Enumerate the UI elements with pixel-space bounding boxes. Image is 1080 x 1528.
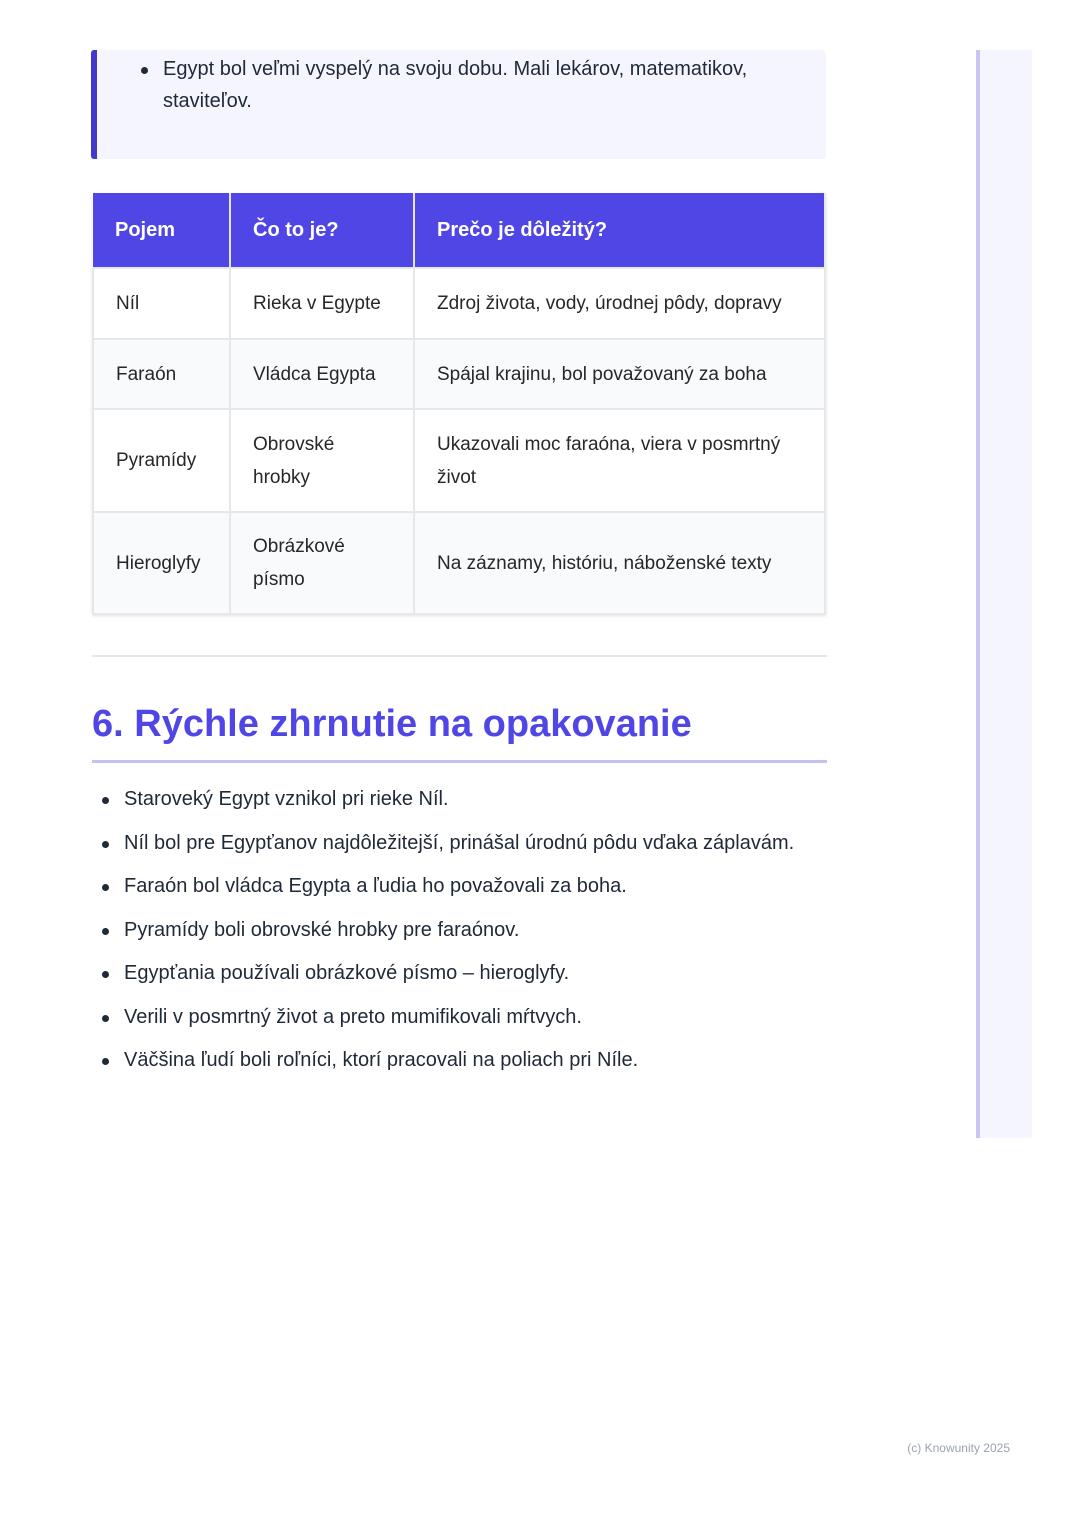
side-panel (976, 50, 1032, 1138)
divider (92, 655, 827, 657)
terms-table: Pojem Čo to je? Prečo je dôležitý? Níl Ri… (92, 193, 826, 615)
header-cell: Čo to je? (230, 193, 415, 268)
table-cell: Na záznamy, históriu, náboženské texty (413, 511, 826, 615)
info-callout: Egypt bol veľmi vyspelý na svoju dobu. M… (91, 50, 826, 159)
list-item: Níl bol pre Egypťanov najdôležitejší, pr… (101, 827, 794, 859)
summary-list: Staroveký Egypt vznikol pri rieke Níl. N… (101, 783, 794, 1088)
table-cell: Zdroj života, vody, úrodnej pôdy, doprav… (413, 267, 826, 340)
list-item: Pyramídy boli obrovské hrobky pre faraón… (101, 914, 794, 946)
table-row: Hieroglyfy Obrázkové písmo Na záznamy, his… (92, 511, 826, 615)
section-heading: 6. Rýchle zhrnutie na opakovanie (92, 700, 827, 763)
table-cell: Ukazovali moc faraóna, viera v posmrtný … (413, 408, 826, 513)
table-row: Pyramídy Obrovské hrobky Ukazovali moc far… (92, 408, 826, 513)
list-item: Faraón bol vládca Egypta a ľudia ho pova… (101, 870, 794, 902)
table-row: Níl Rieka v Egypte Zdroj života, vody, úro… (92, 267, 826, 340)
table-cell: Obrovské hrobky (229, 408, 415, 513)
callout-item: Egypt bol veľmi vyspelý na svoju dobu. M… (141, 53, 803, 117)
table-cell: Hieroglyfy (92, 511, 231, 615)
header-cell: Pojem (93, 193, 231, 268)
list-item: Väčšina ľudí boli roľníci, ktorí pracova… (101, 1044, 794, 1076)
table-cell: Pyramídy (92, 408, 231, 513)
table-cell: Obrázkové písmo (229, 511, 415, 615)
list-item: Staroveký Egypt vznikol pri rieke Níl. (101, 783, 794, 815)
list-item: Egypťania používali obrázkové písmo – hi… (101, 957, 794, 989)
table-cell: Níl (92, 267, 231, 340)
header-cell: Prečo je dôležitý? (414, 193, 826, 268)
table-header-row: Pojem Čo to je? Prečo je dôležitý? (93, 193, 826, 268)
copyright-footer: (c) Knowunity 2025 (907, 1441, 1010, 1455)
table-cell: Vládca Egypta (229, 338, 415, 410)
table-cell: Faraón (92, 338, 231, 410)
table-row: Faraón Vládca Egypta Spájal krajinu, bol p… (92, 338, 826, 410)
table-cell: Rieka v Egypte (229, 267, 415, 340)
table-cell: Spájal krajinu, bol považovaný za boha (413, 338, 826, 410)
list-item: Verili v posmrtný život a preto mumifiko… (101, 1001, 794, 1033)
